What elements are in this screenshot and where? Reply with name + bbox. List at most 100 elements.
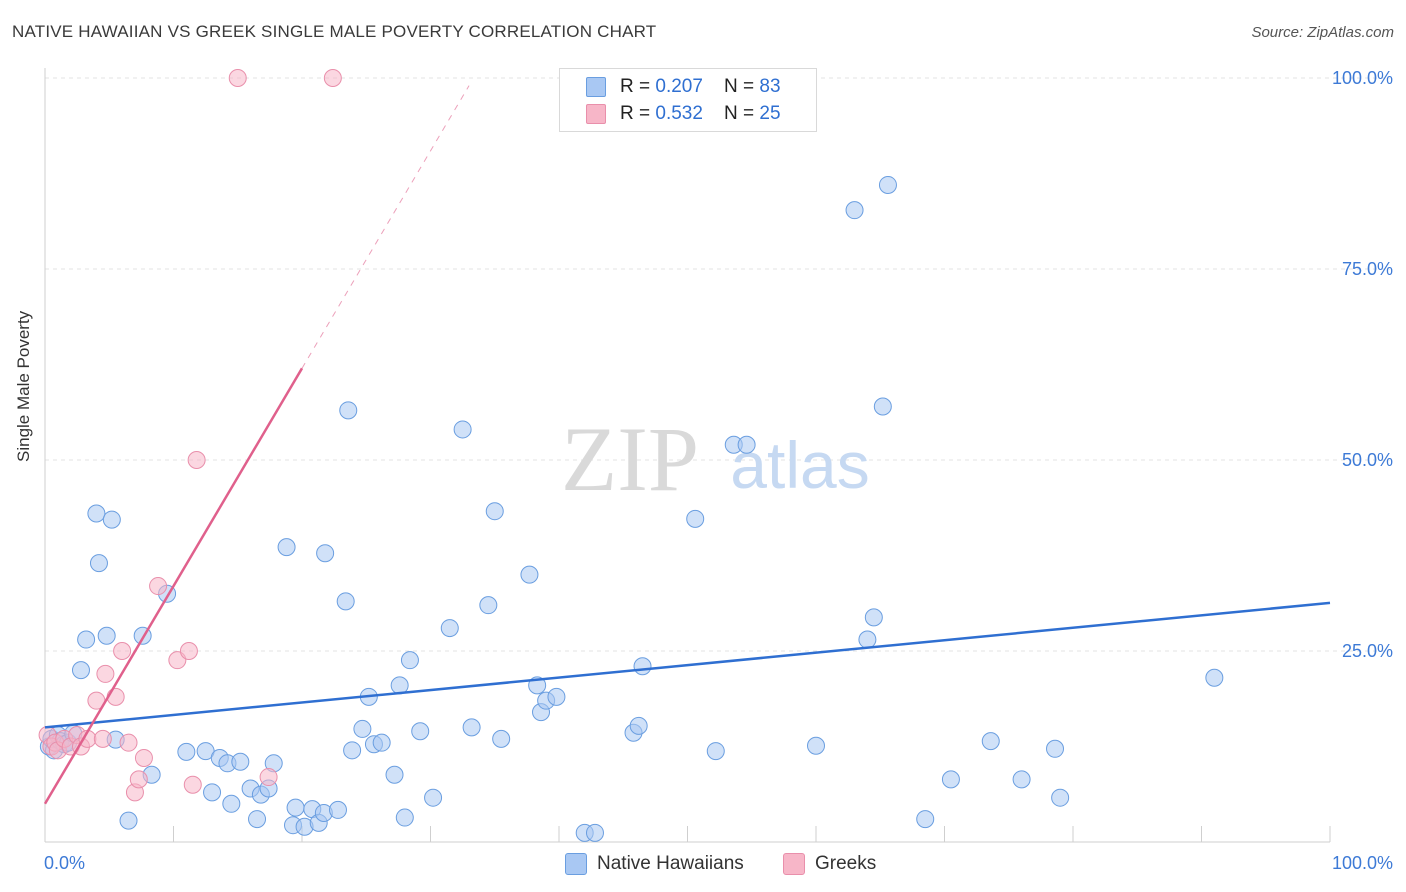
point-native-hawaiian [286,798,305,817]
point-native-hawaiian [372,733,391,752]
point-native-hawaiian [177,742,196,761]
point-native-hawaiian [440,619,459,638]
point-native-hawaiian [336,592,355,611]
point-greek [96,664,115,683]
gridlines [45,77,1390,652]
bottom-legend-label: Greeks [815,853,877,874]
point-native-hawaiian [277,538,296,557]
point-native-hawaiian [981,732,1000,751]
trendline-native-hawaiians [44,601,1331,729]
legend-swatch-pink [586,104,606,124]
point-native-hawaiian [395,808,414,827]
point-native-hawaiian [492,729,511,748]
y-tick-label: 75.0% [1342,259,1393,279]
point-native-hawaiian [222,794,241,813]
x-tick-label: 0.0% [44,853,85,873]
point-native-hawaiian [87,504,106,523]
legend-n-label: N = [724,103,760,124]
point-native-hawaiian [77,630,96,649]
point-greek [228,69,247,87]
point-native-hawaiian [686,509,705,528]
legend-r-value: 0.207 [655,76,703,97]
y-tick-label: 50.0% [1342,450,1393,470]
point-native-hawaiian [339,401,358,420]
point-native-hawaiian [231,752,250,771]
point-native-hawaiian [864,608,883,627]
point-greek [149,577,168,596]
point-native-hawaiian [1051,788,1070,807]
point-native-hawaiian [203,783,222,802]
point-greek [183,775,202,794]
point-native-hawaiian [316,544,335,563]
legend-swatch-blue [586,77,606,97]
point-native-hawaiian [119,811,138,830]
legend-n-value: 25 [759,103,781,124]
legend-r-label: R = [620,76,656,97]
point-native-hawaiian [858,630,877,649]
y-tick-label: 25.0% [1342,641,1393,661]
data-points [38,69,1224,842]
legend-r-value: 0.532 [655,103,703,124]
point-greek [113,642,132,660]
y-axis-label: Single Male Poverty [14,310,33,462]
point-native-hawaiian [941,770,960,789]
point-native-hawaiian [633,657,652,676]
trend-lines [43,85,1331,805]
bottom-legend-swatch-blue [565,853,587,875]
bottom-legend-label: Native Hawaiians [597,853,744,874]
y-tick-label: 100.0% [1332,68,1393,88]
legend-n-label: N = [724,76,760,97]
point-greek [323,69,342,87]
legend: R = 0.207 N = 83 R = 0.532 N = 25 [559,68,817,132]
point-native-hawaiian [411,722,430,741]
bottom-legend-greeks: Greeks [783,852,876,876]
point-native-hawaiian [737,435,756,454]
chart-source: Source: ZipAtlas.com [1251,24,1394,41]
point-native-hawaiian [706,742,725,761]
point-native-hawaiian [585,823,604,842]
point-greek [134,748,153,767]
point-native-hawaiian [485,502,504,521]
point-greek [106,687,125,706]
point-greek [179,642,198,660]
point-native-hawaiian [424,788,443,807]
point-native-hawaiian [71,661,90,680]
point-native-hawaiian [462,718,481,737]
watermark-zip: ZIP [561,408,699,510]
trendline-greeks-extension [301,85,470,369]
legend-row-greeks: R = 0.532 N = 25 [586,102,781,126]
point-native-hawaiian [353,719,372,738]
point-native-hawaiian [1046,739,1065,758]
tick-labels: 25.0% 50.0% 75.0% 100.0% 0.0% 100.0% [44,68,1393,873]
point-native-hawaiian [1012,770,1031,789]
chart-title: NATIVE HAWAIIAN VS GREEK SINGLE MALE POV… [12,22,657,41]
point-greek [259,768,278,787]
point-native-hawaiian [97,626,116,645]
point-native-hawaiian [873,397,892,416]
point-native-hawaiian [916,810,935,829]
point-native-hawaiian [102,510,121,529]
bottom-legend-swatch-pink [783,853,805,875]
legend-r-label: R = [620,103,656,124]
point-native-hawaiian [343,741,362,760]
point-native-hawaiian [1205,668,1224,687]
point-native-hawaiian [385,765,404,784]
point-native-hawaiian [328,800,347,819]
point-native-hawaiian [89,554,108,573]
x-tick-label: 100.0% [1332,853,1393,873]
point-native-hawaiian [845,201,864,220]
point-greek [119,733,138,752]
point-greek [93,729,112,748]
point-native-hawaiian [807,736,825,755]
point-native-hawaiian [479,596,498,615]
point-native-hawaiian [878,175,897,194]
point-greek [187,451,206,469]
bottom-legend-native-hawaiians: Native Hawaiians [565,852,744,876]
point-native-hawaiian [248,810,267,829]
legend-n-value: 83 [759,76,781,97]
point-native-hawaiian [520,565,539,584]
point-native-hawaiian [400,651,419,670]
legend-row-native-hawaiians: R = 0.207 N = 83 [586,75,781,99]
point-native-hawaiian [547,687,566,706]
